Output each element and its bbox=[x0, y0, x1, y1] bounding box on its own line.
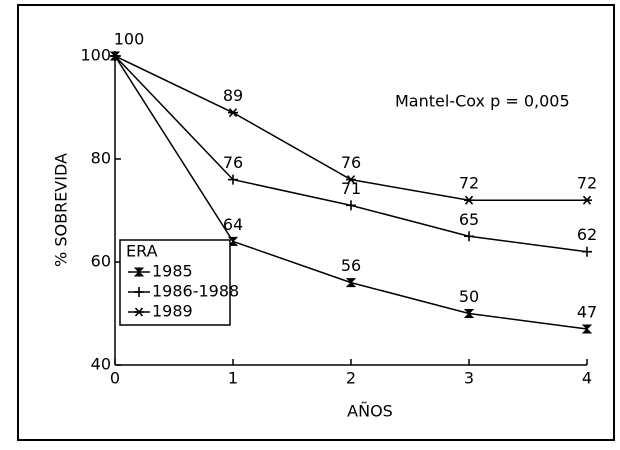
marker bbox=[346, 200, 356, 211]
y-tick-label: 100 bbox=[80, 46, 111, 65]
data-label: 56 bbox=[341, 256, 361, 275]
legend-label: 1985 bbox=[152, 262, 193, 281]
frame bbox=[17, 4, 615, 441]
x-axis-label: AÑOS bbox=[347, 402, 393, 421]
x-tick-label: 3 bbox=[464, 369, 474, 388]
x-tick-label: 4 bbox=[582, 369, 592, 388]
marker-shape bbox=[463, 309, 475, 318]
data-label: 100 bbox=[114, 30, 145, 49]
data-label: 72 bbox=[577, 174, 597, 193]
marker-stroke bbox=[134, 307, 144, 317]
data-label: 50 bbox=[459, 287, 479, 306]
data-label: 72 bbox=[459, 174, 479, 193]
marker bbox=[581, 324, 593, 334]
marker bbox=[134, 307, 144, 317]
marker-shape bbox=[133, 267, 145, 277]
data-label: 76 bbox=[341, 153, 361, 172]
marker bbox=[134, 287, 144, 297]
marker bbox=[133, 267, 145, 277]
marker bbox=[228, 108, 238, 118]
marker bbox=[464, 195, 474, 205]
marker bbox=[346, 175, 356, 185]
x-tick-label: 2 bbox=[346, 369, 356, 388]
y-tick-label: 40 bbox=[91, 355, 111, 374]
y-tick-label: 60 bbox=[91, 252, 111, 271]
data-label: 76 bbox=[223, 153, 243, 172]
legend-label: 1989 bbox=[152, 302, 193, 321]
y-tick-label: 80 bbox=[91, 149, 111, 168]
marker bbox=[227, 236, 239, 246]
x-tick-label: 0 bbox=[110, 369, 120, 388]
data-label: 71 bbox=[341, 179, 361, 198]
x-tick-label: 1 bbox=[228, 369, 238, 388]
marker-stroke bbox=[110, 51, 120, 61]
marker bbox=[110, 51, 120, 61]
marker bbox=[582, 195, 592, 205]
marker-shape bbox=[227, 236, 239, 246]
legend-label: 1986-1988 bbox=[152, 282, 239, 301]
marker-stroke bbox=[346, 175, 356, 185]
marker bbox=[582, 246, 592, 257]
data-label: 62 bbox=[577, 225, 597, 244]
marker-stroke bbox=[464, 195, 474, 205]
legend-title: ERA bbox=[126, 242, 158, 261]
marker bbox=[345, 278, 357, 288]
marker bbox=[464, 231, 474, 242]
marker bbox=[463, 309, 475, 318]
data-label: 64 bbox=[223, 215, 243, 234]
data-label: 89 bbox=[223, 86, 243, 105]
data-label: 47 bbox=[577, 302, 597, 321]
y-axis-label: % SOBREVIDA bbox=[52, 153, 71, 267]
marker-stroke bbox=[582, 195, 592, 205]
marker bbox=[228, 174, 238, 185]
marker-shape bbox=[581, 324, 593, 334]
annotation: Mantel-Cox p = 0,005 bbox=[395, 92, 570, 111]
marker-stroke bbox=[228, 108, 238, 118]
marker-shape bbox=[345, 278, 357, 288]
data-label: 65 bbox=[459, 210, 479, 229]
